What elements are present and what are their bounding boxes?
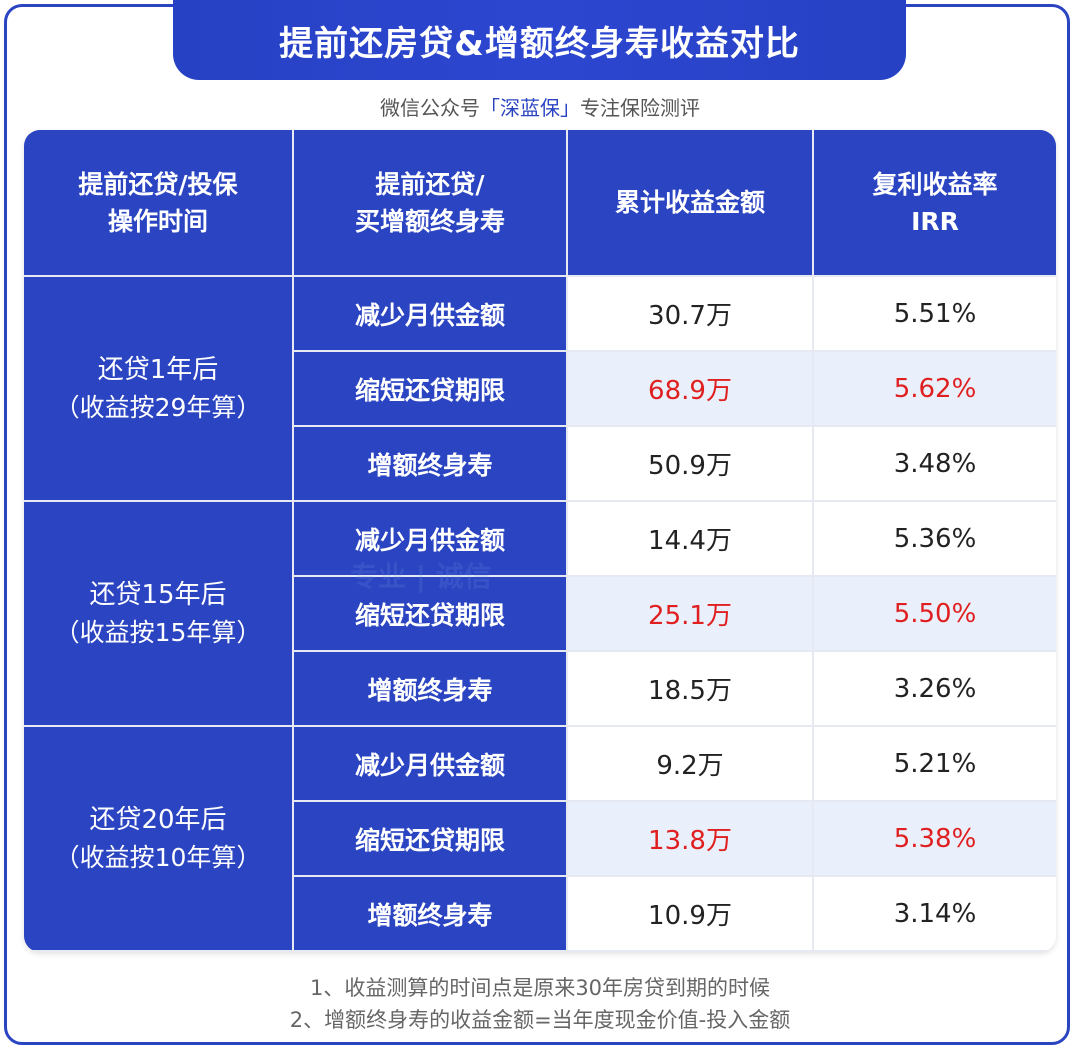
operation-cell: 缩短还贷期限	[294, 577, 566, 650]
irr-value: 5.21%	[893, 748, 977, 779]
irr-cell: 3.14%	[814, 877, 1056, 950]
amount-cell: 18.5万	[568, 652, 812, 725]
irr-cell: 5.21%	[814, 727, 1056, 800]
amount-cell: 13.8万	[568, 802, 812, 875]
operation-cell: 增额终身寿	[294, 652, 566, 725]
group-subtitle: （收益按15年算）	[54, 617, 262, 647]
group-label: 还贷20年后 （收益按10年算）	[24, 727, 292, 950]
table-header-cell: 累计收益金额	[568, 130, 812, 275]
header-line: 买增额终身寿	[354, 206, 505, 236]
irr-value: 5.51%	[893, 298, 977, 329]
header-line: 复利收益率	[872, 169, 998, 199]
amount-value: 18.5万	[648, 676, 732, 706]
operation-label: 增额终身寿	[367, 675, 493, 705]
amount-value: 30.7万	[648, 301, 732, 331]
header-line: 累计收益金额	[614, 188, 765, 217]
amount-cell: 68.9万	[568, 352, 812, 425]
amount-cell: 10.9万	[568, 877, 812, 950]
amount-cell: 50.9万	[568, 427, 812, 500]
amount-cell: 25.1万	[568, 577, 812, 650]
footnote-2: 2、增额终身寿的收益金额=当年度现金价值-投入金额	[289, 1008, 791, 1032]
operation-cell: 缩短还贷期限	[294, 802, 566, 875]
operation-cell: 缩短还贷期限	[294, 352, 566, 425]
operation-cell: 增额终身寿	[294, 427, 566, 500]
group-label: 还贷15年后 （收益按15年算）	[24, 502, 292, 725]
amount-value: 9.2万	[656, 751, 724, 781]
subtitle: 微信公众号「深蓝保」专注保险测评	[0, 92, 1080, 121]
header-line: 操作时间	[107, 206, 208, 236]
group-subtitle: （收益按10年算）	[54, 842, 262, 872]
irr-value: 3.14%	[893, 898, 977, 929]
group-title: 还贷1年后	[97, 354, 219, 385]
operation-label: 减少月供金额	[354, 750, 505, 780]
amount-value: 50.9万	[648, 451, 732, 481]
irr-value: 5.62%	[893, 373, 977, 404]
amount-cell: 9.2万	[568, 727, 812, 800]
irr-value: 5.50%	[893, 598, 977, 629]
header-line: IRR	[911, 206, 959, 236]
amount-value: 13.8万	[648, 826, 732, 856]
irr-value: 3.26%	[893, 673, 977, 704]
header-line: 提前还贷/	[375, 169, 485, 199]
table-header-cell: 提前还贷/买增额终身寿	[294, 130, 566, 275]
irr-value: 5.38%	[893, 823, 977, 854]
operation-label: 缩短还贷期限	[354, 825, 505, 855]
operation-label: 缩短还贷期限	[354, 375, 505, 405]
irr-value: 5.36%	[893, 523, 977, 554]
operation-cell: 减少月供金额	[294, 502, 566, 575]
operation-label: 缩短还贷期限	[354, 600, 505, 630]
irr-cell: 5.50%	[814, 577, 1056, 650]
operation-cell: 增额终身寿	[294, 877, 566, 950]
operation-label: 增额终身寿	[367, 900, 493, 930]
group-title: 还贷20年后	[89, 804, 227, 835]
amount-value: 10.9万	[648, 901, 732, 931]
amount-value: 68.9万	[648, 376, 732, 406]
table-header-cell: 复利收益率 IRR	[814, 130, 1056, 275]
group-label: 还贷1年后 （收益按29年算）	[24, 277, 292, 500]
amount-cell: 14.4万	[568, 502, 812, 575]
operation-label: 减少月供金额	[354, 525, 505, 555]
irr-cell: 5.36%	[814, 502, 1056, 575]
irr-cell: 5.51%	[814, 277, 1056, 350]
irr-cell: 3.26%	[814, 652, 1056, 725]
header-line: 提前还贷/投保	[78, 169, 238, 199]
footnote-1: 1、收益测算的时间点是原来30年房贷到期的时候	[309, 976, 771, 1000]
amount-cell: 30.7万	[568, 277, 812, 350]
group-subtitle: （收益按29年算）	[54, 392, 262, 422]
operation-cell: 减少月供金额	[294, 277, 566, 350]
subtitle-prefix: 微信公众号	[380, 96, 480, 120]
subtitle-brand: 「深蓝保」	[480, 96, 580, 120]
irr-cell: 3.48%	[814, 427, 1056, 500]
operation-label: 减少月供金额	[354, 300, 505, 330]
operation-cell: 减少月供金额	[294, 727, 566, 800]
irr-cell: 5.62%	[814, 352, 1056, 425]
page-title: 提前还房贷&增额终身寿收益对比	[173, 0, 906, 80]
comparison-table: 提前还贷/投保 操作时间 提前还贷/买增额终身寿 累计收益金额 复利收益率 IRR 还贷1年…	[24, 130, 1056, 952]
irr-cell: 5.38%	[814, 802, 1056, 875]
amount-value: 25.1万	[648, 601, 732, 631]
operation-label: 增额终身寿	[367, 450, 493, 480]
group-title: 还贷15年后	[89, 579, 227, 610]
subtitle-suffix: 专注保险测评	[580, 96, 700, 120]
irr-value: 3.48%	[893, 448, 977, 479]
table-header-cell: 提前还贷/投保 操作时间	[24, 130, 292, 275]
amount-value: 14.4万	[648, 526, 732, 556]
